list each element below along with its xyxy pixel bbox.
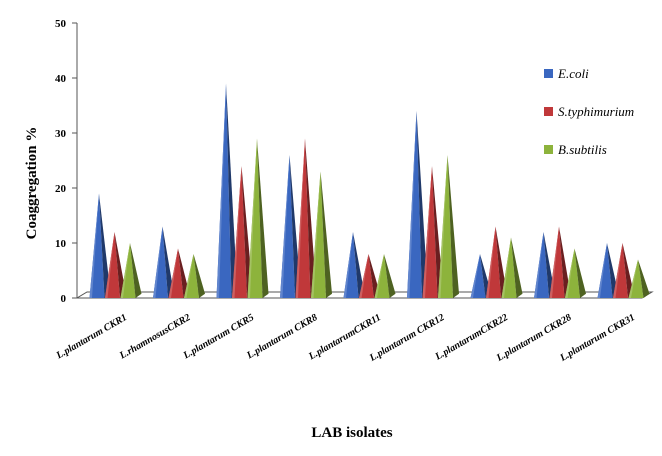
- bar-S.typhimurium-0: [105, 232, 126, 298]
- bar-side-face: [305, 138, 317, 298]
- bar-highlight-face: [470, 254, 480, 298]
- bar-B.subtilis-1: [184, 254, 205, 298]
- bar-highlight-face: [153, 226, 163, 298]
- bar-E.coli-0: [89, 193, 111, 298]
- bar-highlight-face: [534, 232, 544, 298]
- y-axis-title: Coaggregation %: [24, 127, 40, 240]
- x-category-label: L.rhamnosusCKR2: [117, 312, 192, 362]
- bar-highlight-face: [168, 248, 178, 298]
- bar-highlight-face: [232, 166, 242, 298]
- bar-highlight-face: [295, 138, 305, 298]
- y-tick-label-20: 20: [55, 183, 67, 195]
- y-tick-label-0: 0: [61, 293, 67, 305]
- y-tick-label-50: 50: [55, 18, 67, 30]
- bar-side-face: [320, 171, 332, 298]
- bar-B.subtilis-4: [374, 254, 396, 298]
- bar-highlight-face: [374, 254, 384, 298]
- bar-side-face: [416, 111, 428, 298]
- x-axis-title: LAB isolates: [311, 425, 392, 441]
- bar-highlight-face: [501, 237, 511, 298]
- y-tick-label-30: 30: [55, 128, 67, 140]
- bar-highlight-face: [486, 226, 496, 298]
- bar-S.typhimurium-6: [486, 226, 507, 298]
- bar-B.subtilis-2: [247, 138, 269, 298]
- bar-highlight-face: [407, 111, 417, 298]
- bar-highlight-face: [422, 166, 432, 298]
- bar-highlight-face: [105, 232, 115, 298]
- bar-side-face: [257, 138, 269, 298]
- bar-highlight-face: [311, 171, 321, 298]
- bar-S.typhimurium-1: [168, 248, 190, 298]
- bar-B.subtilis-7: [565, 248, 586, 298]
- bar-side-face: [114, 232, 126, 298]
- bar-highlight-face: [549, 226, 559, 298]
- x-category-label: L.plantarum CKR1: [54, 312, 129, 362]
- bar-highlight-face: [184, 254, 194, 298]
- bar-highlight-face: [359, 254, 369, 298]
- bar-highlight-face: [247, 138, 257, 298]
- bar-highlight-face: [216, 83, 226, 298]
- bar-side-face: [638, 259, 650, 298]
- bar-side-face: [162, 226, 174, 298]
- bar-B.subtilis-3: [311, 171, 332, 298]
- bar-side-face: [511, 237, 523, 298]
- bar-side-face: [559, 226, 571, 298]
- bar-highlight-face: [438, 155, 448, 298]
- x-category-label: L.plantarum CKR5: [181, 312, 256, 362]
- bar-S.typhimurium-3: [295, 138, 317, 298]
- bar-B.subtilis-0: [120, 243, 142, 298]
- bar-B.subtilis-5: [438, 155, 459, 298]
- legend: E.coli S.typhimurium B.subtilis: [544, 66, 634, 157]
- labels-layer: L.plantarum CKR1L.rhamnosusCKR2L.plantar…: [54, 312, 637, 364]
- bar-E.coli-2: [216, 83, 238, 298]
- bar-E.coli-5: [407, 111, 428, 298]
- bar-side-face: [622, 243, 634, 298]
- legend-label-S.typhimurium: S.typhimurium: [558, 104, 634, 119]
- bar-highlight-face: [628, 259, 638, 298]
- bar-side-face: [130, 243, 142, 298]
- bar-highlight-face: [613, 243, 623, 298]
- bar-side-face: [574, 248, 586, 298]
- bar-E.coli-1: [153, 226, 174, 298]
- bar-E.coli-4: [343, 232, 365, 298]
- bar-S.typhimurium-7: [549, 226, 571, 298]
- legend-swatch-S.typhimurium: [544, 107, 553, 116]
- legend-label-E.coli: E.coli: [557, 66, 589, 81]
- bar-highlight-face: [565, 248, 575, 298]
- bar-side-face: [99, 193, 111, 298]
- bar-S.typhimurium-8: [613, 243, 634, 298]
- bar-highlight-face: [120, 243, 130, 298]
- bars-layer: [89, 83, 650, 298]
- bar-side-face: [495, 226, 507, 298]
- bar-B.subtilis-6: [501, 237, 523, 298]
- legend-label-B.subtilis: B.subtilis: [558, 142, 607, 157]
- legend-swatch-B.subtilis: [544, 145, 553, 154]
- bar-side-face: [353, 232, 365, 298]
- y-tick-label-10: 10: [55, 238, 67, 250]
- bar-side-face: [447, 155, 459, 298]
- bar-B.subtilis-8: [628, 259, 650, 298]
- bar-side-face: [226, 83, 238, 298]
- bar-side-face: [193, 254, 205, 298]
- bar-highlight-face: [89, 193, 99, 298]
- bar-side-face: [384, 254, 396, 298]
- bar-highlight-face: [597, 243, 607, 298]
- bar-side-face: [178, 248, 190, 298]
- y-tick-label-40: 40: [55, 73, 67, 85]
- bar-highlight-face: [280, 155, 290, 298]
- bar-highlight-face: [343, 232, 353, 298]
- legend-swatch-E.coli: [544, 69, 553, 78]
